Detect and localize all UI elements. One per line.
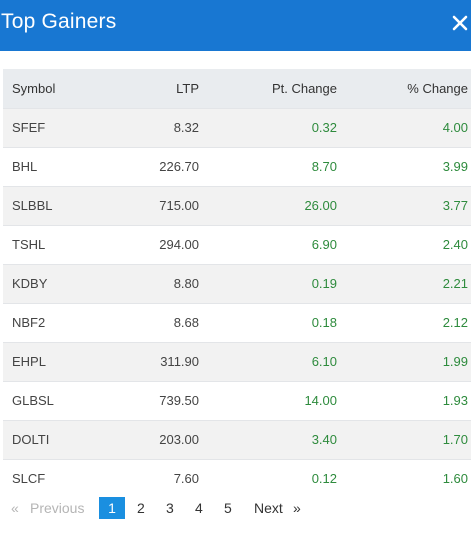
cell-ltp: 8.32 — [173, 120, 199, 135]
table-header-row: Symbol LTP Pt. Change % Change — [3, 69, 471, 108]
cell-symbol[interactable]: BHL — [12, 159, 38, 174]
table-row[interactable]: SLBBL 715.00 26.00 3.77 — [3, 186, 471, 225]
table-row[interactable]: SFEF 8.32 0.32 4.00 — [3, 108, 471, 147]
cell-symbol[interactable]: SFEF — [12, 120, 46, 135]
cell-pt-change: 26.00 — [304, 198, 337, 213]
cell-pct-change: 2.12 — [442, 315, 468, 330]
cell-pct-change: 2.21 — [442, 276, 468, 291]
column-header-ltp[interactable]: LTP — [176, 80, 199, 96]
next-page-link[interactable]: Next — [254, 500, 283, 516]
column-header-pt-change[interactable]: Pt. Change — [271, 80, 337, 96]
cell-pct-change: 1.93 — [442, 393, 468, 408]
cell-pct-change: 3.99 — [442, 159, 468, 174]
table-row[interactable]: GLBSL 739.50 14.00 1.93 — [3, 381, 471, 420]
cell-pt-change: 8.70 — [311, 159, 337, 174]
pagination: « Previous 1 2 3 4 5 Next » — [0, 497, 471, 521]
table-row[interactable]: DOLTI 203.00 3.40 1.70 — [3, 420, 471, 459]
cell-pt-change: 0.18 — [311, 315, 337, 330]
first-page-link[interactable]: « — [11, 500, 19, 516]
cell-pt-change: 6.90 — [311, 237, 337, 252]
table-row[interactable]: EHPL 311.90 6.10 1.99 — [3, 342, 471, 381]
cell-ltp: 311.90 — [160, 354, 199, 369]
cell-symbol[interactable]: KDBY — [12, 276, 48, 291]
cell-pct-change: 2.40 — [442, 237, 468, 252]
modal-header: Top Gainers — [0, 0, 471, 51]
cell-symbol[interactable]: DOLTI — [12, 432, 50, 447]
cell-pt-change: 0.32 — [311, 120, 337, 135]
cell-ltp: 203.00 — [159, 432, 199, 447]
page-link-3[interactable]: 3 — [166, 500, 174, 516]
table-row[interactable]: BHL 226.70 8.70 3.99 — [3, 147, 471, 186]
column-header-pct-change[interactable]: % Change — [407, 80, 468, 96]
cell-symbol[interactable]: GLBSL — [12, 393, 54, 408]
cell-pct-change: 1.70 — [442, 432, 468, 447]
cell-pct-change: 1.99 — [442, 354, 468, 369]
cell-pct-change: 4.00 — [442, 120, 468, 135]
cell-ltp: 8.80 — [173, 276, 199, 291]
cell-pct-change: 3.77 — [442, 198, 468, 213]
column-header-symbol[interactable]: Symbol — [12, 80, 56, 96]
cell-symbol[interactable]: EHPL — [12, 354, 46, 369]
table-row[interactable]: SLCF 7.60 0.12 1.60 — [3, 459, 471, 498]
cell-pt-change: 3.40 — [311, 432, 337, 447]
table-row[interactable]: NBF2 8.68 0.18 2.12 — [3, 303, 471, 342]
cell-pt-change: 6.10 — [311, 354, 337, 369]
table-row[interactable]: KDBY 8.80 0.19 2.21 — [3, 264, 471, 303]
page-link-4[interactable]: 4 — [195, 500, 203, 516]
last-page-link[interactable]: » — [293, 500, 301, 516]
cell-symbol[interactable]: SLBBL — [12, 198, 53, 213]
table-row[interactable]: TSHL 294.00 6.90 2.40 — [3, 225, 471, 264]
cell-ltp: 739.50 — [159, 393, 199, 408]
cell-symbol[interactable]: NBF2 — [12, 315, 46, 330]
page-link-1[interactable]: 1 — [99, 497, 125, 519]
page-link-2[interactable]: 2 — [137, 500, 145, 516]
gainers-table-container: Symbol LTP Pt. Change % Change SFEF 8.32… — [3, 69, 471, 498]
cell-pct-change: 1.60 — [442, 471, 468, 487]
page-link-5[interactable]: 5 — [224, 500, 232, 516]
gainers-table: Symbol LTP Pt. Change % Change SFEF 8.32… — [3, 69, 471, 498]
cell-ltp: 715.00 — [159, 198, 199, 213]
previous-page-link[interactable]: Previous — [30, 500, 85, 516]
cell-pt-change: 0.19 — [311, 276, 337, 291]
close-icon[interactable] — [451, 14, 469, 32]
cell-ltp: 8.68 — [173, 315, 199, 330]
cell-symbol[interactable]: TSHL — [12, 237, 46, 252]
cell-ltp: 7.60 — [173, 471, 199, 487]
cell-pt-change: 0.12 — [311, 471, 337, 487]
modal-title: Top Gainers — [1, 10, 117, 33]
cell-ltp: 294.00 — [159, 237, 199, 252]
cell-pt-change: 14.00 — [304, 393, 337, 408]
cell-ltp: 226.70 — [159, 159, 199, 174]
cell-symbol[interactable]: SLCF — [12, 471, 46, 487]
